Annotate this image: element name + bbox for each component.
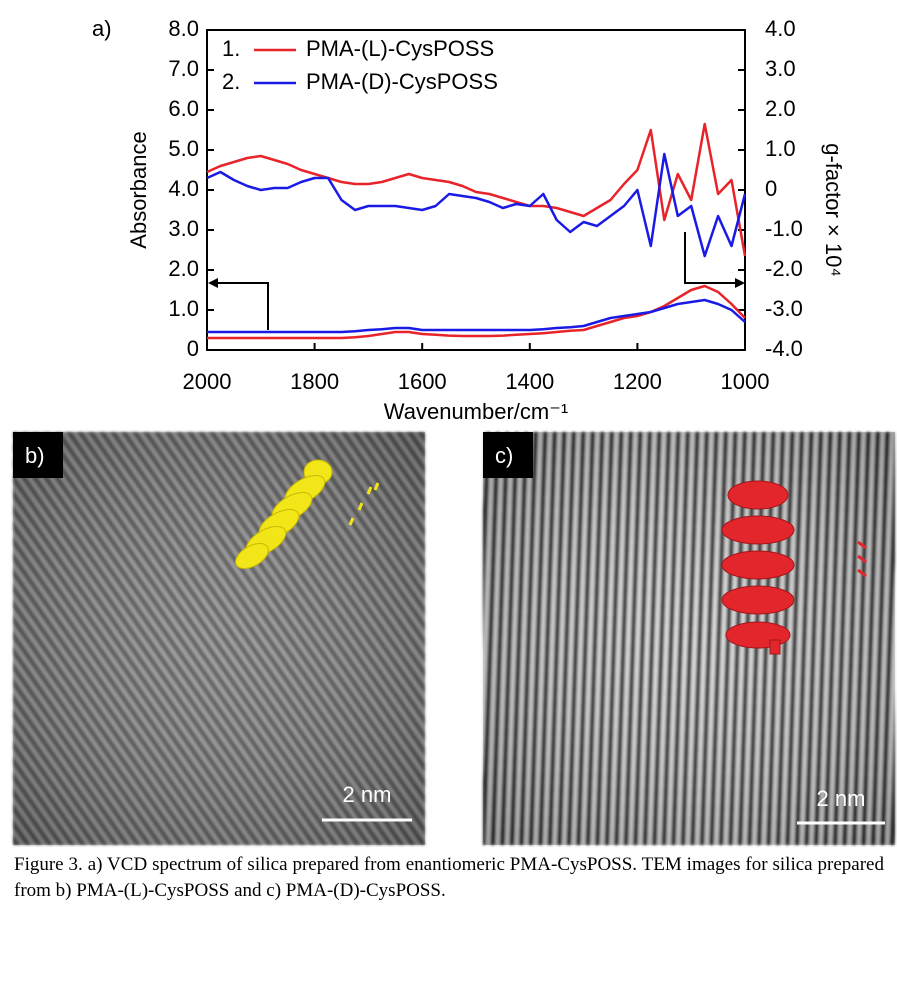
y-tick-label: 3.0 (168, 216, 199, 241)
series-line (206, 122, 747, 257)
figure: a) 2000 1800 1600 1400 1200 100001.02.03.04.0… (13, 16, 895, 845)
y2-tick-label: -4.0 (765, 336, 803, 361)
series-line (206, 152, 747, 258)
caption: Figure 3. a) VCD spectrum of silica prep… (14, 854, 884, 901)
scale-bar-label: 2 nm (817, 786, 866, 811)
axis-arrows (214, 232, 738, 330)
panel-label: c) (495, 443, 513, 468)
x-axis-title: Wavenumber/cm⁻¹ (384, 399, 568, 424)
series-line (207, 298, 746, 334)
tem-image-c: c) 2 nm (483, 432, 895, 845)
y2-tick-label: 1.0 (765, 136, 796, 161)
x-tick-label: 1400 (505, 369, 554, 394)
y2-tick-label: -3.0 (765, 296, 803, 321)
x-tick-label: 1600 (398, 369, 447, 394)
arrow-head (208, 278, 218, 288)
legend-number: 1. (222, 36, 240, 61)
y-tick-label: 6.0 (168, 96, 199, 121)
y2-tick-label: 2.0 (765, 96, 796, 121)
y-tick-label: 2.0 (168, 256, 199, 281)
y-tick-label: 0 (187, 336, 199, 361)
x-tick-label: 1800 (290, 369, 339, 394)
legend-label: PMA-(L)-CysPOSS (306, 36, 494, 61)
y-tick-label: 5.0 (168, 136, 199, 161)
y2-tick-label: -2.0 (765, 256, 803, 281)
panel-label: a) (92, 16, 112, 41)
x-tick-label: 1000 (721, 369, 770, 394)
panel-label: b) (25, 443, 45, 468)
y-tick-label: 1.0 (168, 296, 199, 321)
y-axis-title: Absorbance (126, 131, 151, 248)
legend-label: PMA-(D)-CysPOSS (306, 69, 498, 94)
tem-image-b: b) 2 nm (13, 432, 425, 845)
y2-tick-label: 3.0 (765, 56, 796, 81)
plot: 2000 1800 1600 1400 1200 100001.02.03.04.05.0… (126, 16, 846, 424)
y2-tick-label: -1.0 (765, 216, 803, 241)
x-tick-label: 2000 (183, 369, 232, 394)
x-tick-label: 1200 (613, 369, 662, 394)
arrow-head (735, 278, 745, 288)
y-tick-label: 4.0 (168, 176, 199, 201)
legend-number: 2. (222, 69, 240, 94)
scale-bar-label: 2 nm (343, 782, 392, 807)
y2-tick-label: 4.0 (765, 16, 796, 41)
y2-tick-label: 0 (765, 176, 777, 201)
y-tick-label: 7.0 (168, 56, 199, 81)
y2-axis-title: g-factor × 10⁴ (821, 143, 846, 277)
y-tick-label: 8.0 (168, 16, 199, 41)
